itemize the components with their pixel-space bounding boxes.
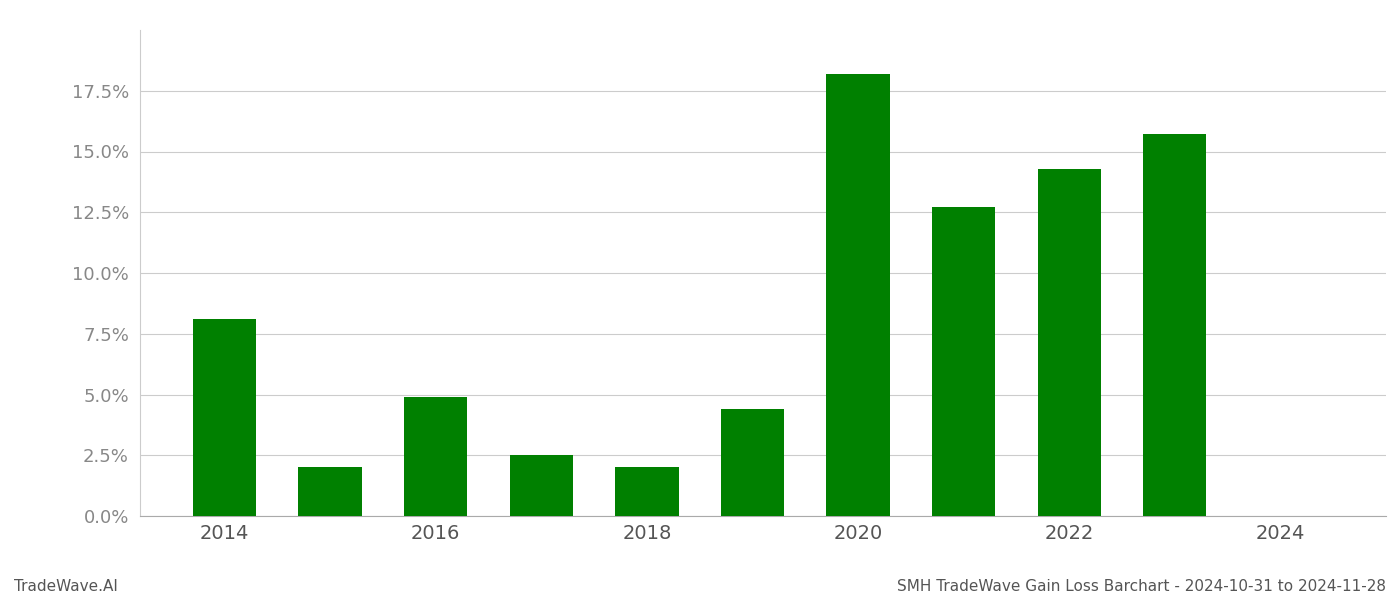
Text: SMH TradeWave Gain Loss Barchart - 2024-10-31 to 2024-11-28: SMH TradeWave Gain Loss Barchart - 2024-… (897, 579, 1386, 594)
Bar (193, 319, 256, 516)
Bar (826, 74, 890, 516)
Bar (510, 455, 573, 516)
Bar (1037, 169, 1100, 516)
Bar (1144, 134, 1207, 516)
Bar (615, 467, 679, 516)
Bar (932, 208, 995, 516)
Bar (405, 397, 468, 516)
Bar (298, 467, 361, 516)
Text: TradeWave.AI: TradeWave.AI (14, 579, 118, 594)
Bar (721, 409, 784, 516)
